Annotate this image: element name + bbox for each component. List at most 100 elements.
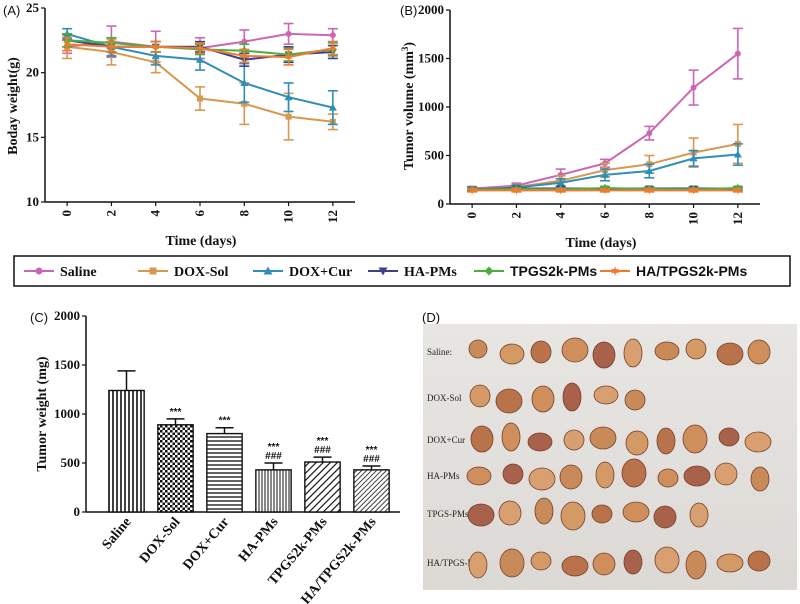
chart-b-series-ha-tpgs2k-pms [467,185,743,195]
legend-item-tpgs2k-pms: TPGS2k-PMs [474,263,597,279]
photo-row-label: HA/TPGS-PMs [427,558,485,568]
tumor-sample [528,467,556,491]
tumor-sample [744,431,772,453]
chart-b-ytick-label: 2000 [418,2,444,17]
data-point [689,154,698,162]
legend-label: HA-PMs [404,265,457,280]
tumor-sample [561,337,589,363]
data-point [284,52,293,62]
tumor-sample [656,427,676,455]
tumor-sample [559,464,583,490]
tumor-sample [530,551,552,571]
data-point [556,178,565,186]
chart-c-ytick-label: 500 [61,455,81,470]
chart-a-xtick-label: 8 [236,210,251,217]
tumor-sample [531,385,555,413]
chart-c-ytick-label: 2000 [54,308,80,323]
data-point [645,185,654,195]
legend-marker [149,267,157,275]
tumor-sample [466,466,492,486]
chart-b-ytick-label: 1500 [418,51,444,66]
data-point [645,167,654,175]
tumor-sample [621,458,647,488]
tumor-sample [469,384,491,408]
chart-c-ytick-label: 0 [74,504,81,519]
chart-c-category-label: Saline [100,515,135,553]
legend-marker [378,267,388,276]
tumor-sample [747,339,771,365]
tumor-weight-chart: Tumor weight (mg) 0 500 1000 1500 2000 Saline… [35,308,400,604]
data-point [63,39,71,49]
data-point [196,55,204,63]
bar-rect [255,469,292,513]
tumor-sample [499,343,525,365]
chart-a-ytick-label: 15 [26,129,40,144]
photo-row-label: DOX-Sol [427,393,462,403]
data-point [197,95,203,102]
chart-a-ytick-label: 25 [26,0,40,15]
tumor-sample [593,385,619,405]
tumor-sample [527,432,553,452]
chart-b-ytick-label: 1000 [418,99,444,114]
data-point [151,51,160,59]
legend-item-dox-sol: DOX-Sol [138,265,229,280]
data-point [512,185,521,195]
panel-label-c: (C) [30,310,48,325]
legend-marker [484,266,494,276]
tumor-sample [683,465,711,487]
legend-label: DOX-Sol [174,265,229,280]
data-point [285,113,292,120]
bar-rect [206,432,243,513]
data-point [107,42,116,52]
tumor-sample [502,463,524,485]
data-point [285,30,292,37]
significance-label: ### [363,454,380,465]
data-point [151,42,160,52]
tumor-sample [716,342,744,366]
chart-a-ytick-label: 20 [26,65,39,80]
legend-item-ha-pms: HA-PMs [368,265,457,280]
tumor-sample [592,552,616,576]
chart-a-xlabel: Time (days) [166,234,237,249]
tumor-sample [685,550,707,580]
data-point [240,51,249,61]
chart-a-xtick-label: 4 [148,210,163,217]
significance-label: *** [219,416,231,427]
chart-c-category-label: HA-PMs [236,515,282,566]
tumor-sample [595,461,615,489]
tumor-sample [714,462,738,486]
legend-label: Saline [60,265,97,280]
tumor-sample [561,555,589,577]
data-point [468,185,476,195]
tumor-sample [563,429,585,451]
tumor-sample [653,505,677,529]
tumor-sample [501,422,521,452]
bar-saline: Saline [100,370,145,553]
bar-rect [353,469,390,513]
legend-item-dox-cur: DOX+Cur [253,265,352,280]
chart-a-ylabel: Boday weight(g) [6,57,21,155]
bar-rect [304,461,341,513]
chart-b-ylabel: Tumor volume (mm3) [400,42,417,171]
legend-item-ha-tpgs2k-pms: HA/TPGS2k-PMs [600,263,747,279]
legend-marker [263,266,273,275]
tumor-sample [495,388,523,414]
photo-row-label: DOX+Cur [427,435,465,445]
data-point [241,38,248,45]
chart-b-xtick-label: 8 [641,212,656,219]
legend-label: DOX+Cur [289,265,352,280]
data-point [328,103,337,111]
tumor-sample [499,548,525,578]
chart-c-ytick-label: 1000 [54,406,80,421]
legend: Saline DOX-Sol DOX+Cur HA-PMs TPGS2k-PMs HA/T… [13,255,791,287]
data-point [689,185,698,195]
significance-label: ### [314,445,331,456]
chart-b-xtick-label: 10 [686,212,701,225]
body-weight-chart: Boday weight(g) Time (days) 10 15 20 25 0 2 4 6… [6,0,355,249]
tumor-sample [654,546,680,574]
panel-label-b: (B) [400,3,417,18]
significance-label: *** [366,445,378,456]
tumor-sample [623,549,643,575]
tumor-sample [562,382,582,412]
significance-label: ### [265,451,282,462]
